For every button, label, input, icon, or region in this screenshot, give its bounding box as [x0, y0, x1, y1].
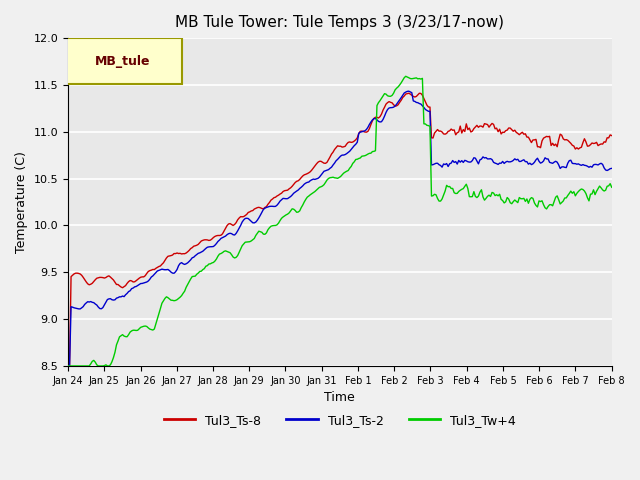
Legend: Tul3_Ts-8, Tul3_Ts-2, Tul3_Tw+4: Tul3_Ts-8, Tul3_Ts-2, Tul3_Tw+4 [159, 409, 520, 432]
Title: MB Tule Tower: Tule Temps 3 (3/23/17-now): MB Tule Tower: Tule Temps 3 (3/23/17-now… [175, 15, 504, 30]
Y-axis label: Temperature (C): Temperature (C) [15, 151, 28, 253]
X-axis label: Time: Time [324, 391, 355, 404]
FancyBboxPatch shape [63, 38, 182, 84]
Text: MB_tule: MB_tule [95, 55, 150, 68]
